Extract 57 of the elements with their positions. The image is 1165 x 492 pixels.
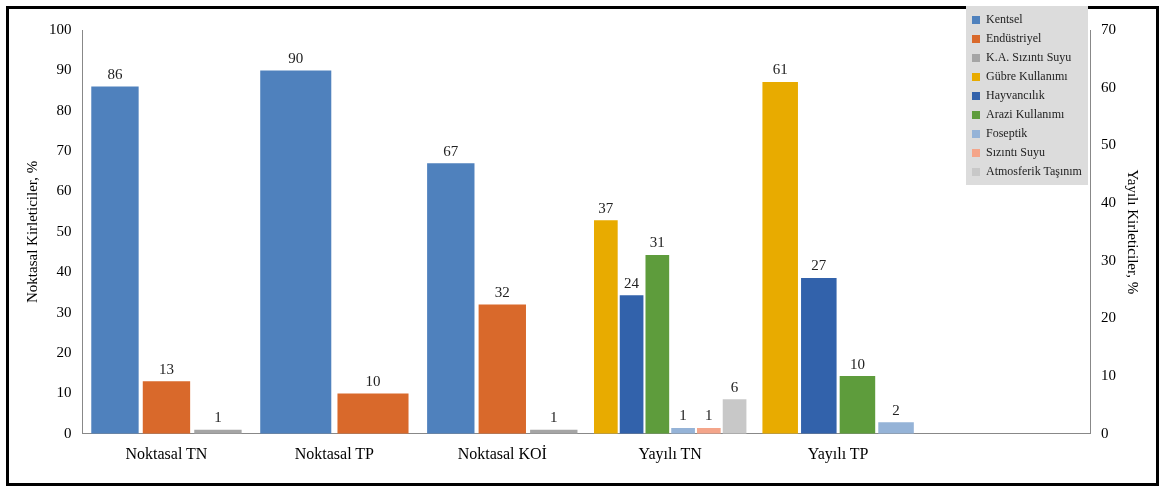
x-tick-label: Noktasal TP bbox=[294, 444, 375, 462]
y-tick-label: 0 bbox=[64, 424, 72, 441]
data-label: 10 bbox=[849, 355, 865, 372]
y-tick-label: 60 bbox=[56, 182, 72, 199]
data-label: 10 bbox=[365, 372, 381, 389]
y-tick-label: 70 bbox=[56, 142, 72, 159]
data-label: 24 bbox=[624, 274, 640, 291]
data-label: 1 bbox=[214, 409, 222, 426]
y2-tick-label: 10 bbox=[1101, 367, 1116, 384]
x-tick-label: Yayılı TN bbox=[638, 444, 703, 463]
data-label: 1 bbox=[679, 407, 687, 424]
y-tick-label: 40 bbox=[56, 263, 72, 280]
y2-tick-label: 0 bbox=[1101, 424, 1109, 441]
legend-label: Sızıntı Suyu bbox=[985, 144, 1046, 161]
data-label: 31 bbox=[649, 234, 665, 251]
data-label: 1 bbox=[705, 407, 713, 424]
legend-label: Atmosferik Taşınım bbox=[985, 163, 1082, 180]
data-label: 37 bbox=[598, 199, 614, 216]
y-tick-label: 20 bbox=[56, 343, 72, 360]
y2-tick-label: 60 bbox=[1101, 78, 1116, 95]
data-label: 6 bbox=[730, 378, 739, 395]
bar bbox=[91, 86, 139, 434]
data-label: 1 bbox=[550, 409, 558, 426]
y-tick-label: 100 bbox=[49, 20, 72, 37]
bar bbox=[427, 163, 475, 434]
y2-tick-label: 40 bbox=[1101, 193, 1116, 210]
data-label: 32 bbox=[494, 284, 510, 301]
legend-label: K.A. Sızıntı Suyu bbox=[985, 49, 1073, 66]
legend-label: Arazi Kullanımı bbox=[985, 106, 1066, 123]
y-axis-title: Noktasal Kirleticiler, % bbox=[23, 160, 40, 304]
legend-label: Foseptik bbox=[985, 125, 1029, 142]
bar bbox=[478, 304, 526, 434]
y2-tick-label: 30 bbox=[1101, 251, 1116, 268]
data-label: 67 bbox=[443, 142, 459, 159]
legend-label: Kentsel bbox=[985, 11, 1024, 28]
x-tick-label: Noktasal KOİ bbox=[457, 444, 547, 462]
y-tick-label: 50 bbox=[56, 222, 72, 239]
data-label: 90 bbox=[288, 49, 304, 66]
y2-tick-label: 50 bbox=[1101, 136, 1116, 153]
legend-label: Gübre Kullanımı bbox=[985, 68, 1069, 85]
data-label: 86 bbox=[107, 65, 123, 82]
y-tick-label: 90 bbox=[56, 61, 72, 78]
y2-tick-label: 20 bbox=[1101, 309, 1116, 326]
data-label: 61 bbox=[772, 61, 788, 78]
y-tick-label: 30 bbox=[56, 303, 72, 320]
y-tick-label: 10 bbox=[56, 384, 72, 401]
x-tick-label: Yayılı TP bbox=[807, 444, 869, 463]
x-tick-label: Noktasal TN bbox=[125, 444, 208, 462]
y-tick-label: 80 bbox=[56, 101, 72, 118]
data-label: 13 bbox=[158, 360, 174, 377]
y2-axis-title: Yayılı Kirleticiler, % bbox=[1125, 169, 1142, 295]
legend-label: Endüstriyel bbox=[985, 30, 1043, 47]
data-label: 27 bbox=[811, 257, 827, 274]
legend-label: Hayvancılık bbox=[985, 87, 1046, 104]
bar bbox=[142, 381, 191, 434]
data-label: 2 bbox=[892, 401, 900, 418]
y2-tick-label: 70 bbox=[1101, 20, 1116, 37]
